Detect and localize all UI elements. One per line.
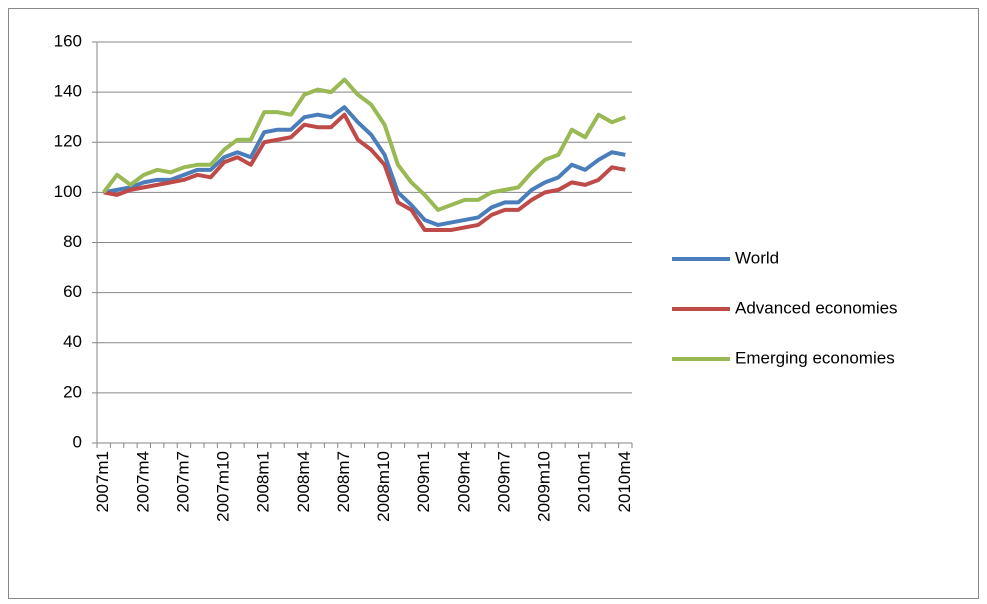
y-tick-label: 100: [54, 182, 82, 201]
x-tick-label: 2007m10: [214, 451, 233, 522]
x-tick-label: 2007m7: [173, 451, 192, 512]
x-tick-label: 2010m1: [575, 451, 594, 512]
y-tick-label: 80: [63, 232, 82, 251]
y-tick-label: 140: [54, 82, 82, 101]
x-tick-label: 2007m1: [93, 451, 112, 512]
series-line: [103, 112, 626, 232]
x-tick-label: 2008m7: [334, 451, 353, 512]
y-tick-label: 0: [73, 432, 82, 451]
y-tick-label: 60: [63, 282, 82, 301]
x-tick-label: 2008m10: [374, 451, 393, 522]
x-tick-label: 2007m4: [133, 451, 152, 512]
x-tick-label: 2008m1: [254, 451, 273, 512]
legend-label: Advanced economies: [735, 298, 898, 317]
legend-label: World: [735, 248, 779, 267]
x-tick-label: 2010m4: [615, 451, 634, 512]
x-tick-label: 2009m4: [454, 451, 473, 512]
x-tick-label: 2009m7: [494, 451, 513, 512]
x-tick-label: 2009m1: [414, 451, 433, 512]
x-tick-label: 2009m10: [535, 451, 554, 522]
series-line: [103, 105, 626, 227]
y-tick-label: 40: [63, 332, 82, 351]
y-tick-label: 160: [54, 31, 82, 50]
series-line: [102, 77, 627, 212]
legend-label: Emerging economies: [735, 348, 895, 367]
y-tick-label: 120: [54, 132, 82, 151]
y-tick-label: 20: [63, 382, 82, 401]
x-tick-label: 2008m4: [294, 451, 313, 512]
chart-frame: [8, 8, 979, 599]
